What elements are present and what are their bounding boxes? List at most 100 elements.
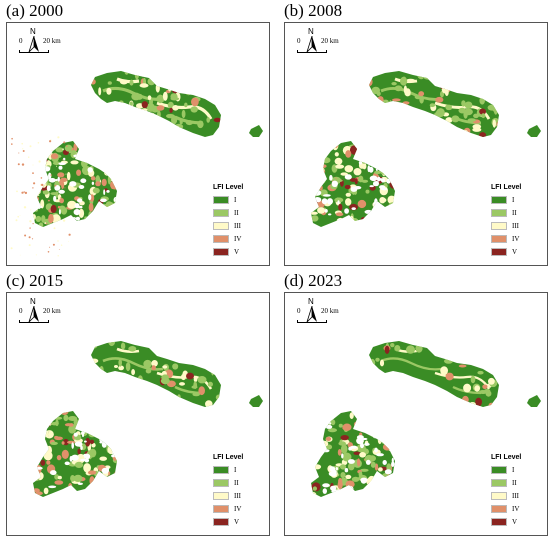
lfi-patch	[320, 440, 329, 447]
lfi-patch	[98, 141, 106, 150]
legend-swatch	[491, 209, 507, 217]
lfi-patch	[440, 349, 450, 356]
legend-swatch	[213, 235, 229, 243]
forest-patch-east	[527, 395, 541, 407]
non-forest-gap	[337, 218, 345, 222]
scattered-speck	[11, 137, 13, 140]
lfi-patch	[417, 71, 426, 80]
forest-patch-east	[249, 125, 263, 137]
scattered-speck	[29, 220, 32, 223]
lfi-patch	[62, 495, 72, 497]
lfi-patch	[162, 91, 168, 101]
lfi-patch	[204, 84, 212, 90]
lfi-patch	[311, 443, 317, 450]
legend-swatch	[491, 518, 507, 526]
lfi-patch	[449, 341, 454, 348]
lfi-patch	[462, 395, 469, 404]
map-panel-2008: (b) 2008 N 0 20 km LFI Level I II III IV…	[280, 0, 550, 268]
lfi-patch	[50, 441, 58, 445]
scattered-speck	[22, 150, 25, 152]
lfi-patch	[390, 438, 400, 442]
lfi-patch	[83, 463, 91, 473]
lfi-patch	[61, 181, 65, 190]
scattered-speck	[45, 223, 48, 225]
non-forest-gap	[356, 437, 364, 445]
non-forest-gap	[53, 195, 57, 202]
lfi-patch	[472, 124, 482, 130]
lfi-patch	[108, 116, 115, 124]
lfi-patch	[84, 216, 88, 220]
non-forest-gap	[78, 185, 85, 189]
lfi-patch	[349, 412, 354, 419]
lfi-patch	[69, 489, 75, 494]
non-forest-gap	[77, 198, 83, 203]
lfi-patch	[418, 91, 425, 97]
lfi-patch	[175, 351, 180, 359]
lfi-patch	[134, 128, 139, 138]
scattered-speck	[32, 187, 34, 189]
lfi-patch	[128, 346, 137, 352]
non-forest-gap	[113, 422, 119, 427]
lfi-patch	[423, 76, 433, 80]
lfi-patch	[100, 384, 108, 390]
lfi-patch	[354, 146, 363, 153]
non-forest-gap	[113, 196, 120, 203]
lfi-patch	[392, 489, 398, 496]
lfi-patch	[213, 363, 220, 371]
lfi-patch	[60, 207, 68, 215]
lfi-patch	[33, 143, 39, 151]
legend: LFI Level I II III IV V	[213, 184, 261, 259]
lfi-patch	[54, 435, 59, 440]
north-arrow-icon	[28, 306, 39, 322]
non-forest-gap	[373, 201, 376, 208]
scattered-speck	[19, 215, 21, 217]
lfi-patch	[353, 420, 363, 428]
lfi-patch	[391, 82, 397, 86]
lfi-patch	[98, 475, 105, 480]
lfi-patch	[90, 142, 98, 150]
non-forest-gap	[54, 185, 61, 191]
legend-swatch	[213, 492, 229, 500]
lfi-patch	[88, 202, 94, 212]
lfi-patch	[317, 207, 326, 214]
lfi-channel	[434, 371, 490, 390]
lfi-patch	[435, 110, 444, 117]
lfi-patch	[141, 120, 147, 127]
scattered-speck	[24, 234, 27, 237]
lfi-patch	[33, 488, 40, 493]
scattered-speck	[11, 143, 13, 145]
non-forest-gap	[329, 466, 336, 472]
non-forest-gap	[367, 165, 371, 173]
lfi-patch	[422, 71, 427, 74]
lfi-patch	[379, 359, 385, 367]
lfi-patch	[68, 482, 73, 492]
lfi-patch	[320, 164, 327, 169]
lfi-patch	[348, 462, 355, 471]
lfi-patch	[340, 435, 349, 441]
lfi-patch	[130, 125, 138, 135]
scattered-speck	[32, 172, 34, 175]
lfi-patch	[118, 100, 125, 107]
lfi-patch	[102, 148, 111, 155]
lfi-patch	[390, 343, 395, 348]
panel-title: (a) 2000	[6, 1, 64, 20]
non-forest-gap	[106, 153, 114, 160]
lfi-patch	[443, 341, 449, 349]
map-frame: N 0 20 km LFI Level I II III IV V	[284, 22, 548, 266]
legend-item: IV	[491, 503, 539, 515]
lfi-patch	[325, 436, 332, 441]
lfi-patch	[57, 172, 65, 178]
lfi-patch	[447, 82, 455, 88]
legend-item: V	[491, 246, 539, 258]
lfi-patch	[479, 96, 485, 105]
lfi-patch	[113, 470, 122, 480]
scattered-speck	[62, 148, 64, 150]
lfi-patch	[359, 452, 366, 458]
lfi-patch	[88, 211, 92, 221]
lfi-patch	[371, 142, 380, 147]
non-forest-gap	[328, 422, 332, 425]
lfi-patch	[94, 398, 102, 402]
non-forest-gap	[80, 178, 87, 183]
lfi-patch	[104, 428, 109, 432]
legend-item: I	[491, 464, 539, 476]
